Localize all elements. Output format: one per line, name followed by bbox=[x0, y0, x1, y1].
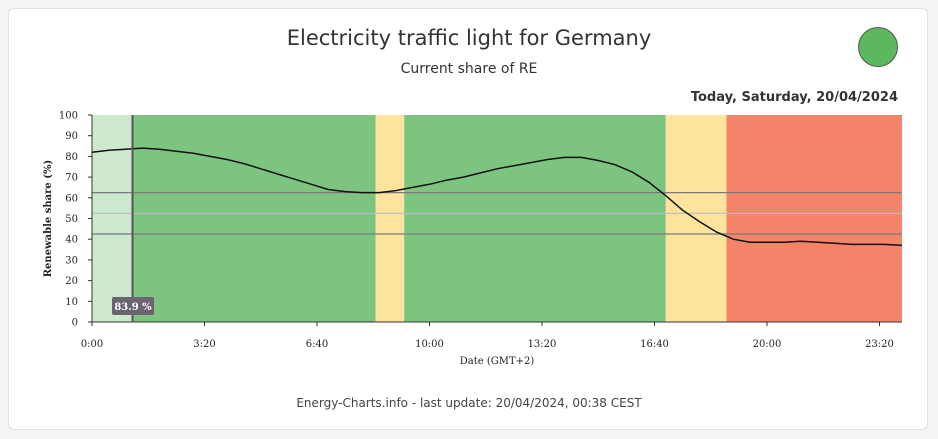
chart-subtitle: Current share of RE bbox=[400, 61, 538, 77]
series-line-0 bbox=[91, 147, 903, 247]
y-tick-label-80: 80 bbox=[65, 152, 78, 163]
y-tick-label-90: 90 bbox=[65, 131, 78, 142]
y-tick-label-10: 10 bbox=[65, 297, 78, 308]
y-tick-label-0: 0 bbox=[72, 318, 78, 329]
x-tick-label-2: 6:40 bbox=[306, 339, 328, 350]
status-band-yellow-2 bbox=[375, 115, 405, 322]
y-tick-label-70: 70 bbox=[65, 173, 78, 184]
status-band-green-0 bbox=[92, 115, 133, 322]
x-tick-label-3: 10:00 bbox=[415, 339, 444, 350]
x-tick-label-5: 16:40 bbox=[640, 339, 669, 350]
chart-title: Electricity traffic light for Germany bbox=[286, 26, 652, 50]
x-tick-label-4: 13:20 bbox=[528, 339, 557, 350]
y-tick-label-40: 40 bbox=[65, 235, 78, 246]
x-tick-label-1: 3:20 bbox=[193, 339, 215, 350]
y-tick-label-30: 30 bbox=[65, 255, 78, 266]
footer-update-text: Energy-Charts.info - last update: 20/04/… bbox=[296, 396, 642, 410]
y-tick-label-100: 100 bbox=[59, 111, 78, 122]
date-label: Today, Saturday, 20/04/2024 bbox=[690, 90, 898, 105]
status-band-green-1 bbox=[132, 115, 376, 322]
status-band-red-5 bbox=[726, 115, 902, 322]
y-tick-label-20: 20 bbox=[65, 276, 78, 287]
y-tick-label-60: 60 bbox=[65, 193, 78, 204]
x-tick-label-0: 0:00 bbox=[81, 339, 103, 350]
status-band-green-3 bbox=[404, 115, 666, 322]
current-value-badge bbox=[112, 297, 154, 315]
x-tick-label-7: 23:20 bbox=[865, 339, 894, 350]
traffic-light-indicator bbox=[858, 27, 898, 67]
y-tick-label-50: 50 bbox=[65, 214, 78, 225]
current-value-label: 83.9 % bbox=[114, 302, 152, 313]
x-axis-title: Date (GMT+2) bbox=[460, 356, 535, 367]
x-tick-label-6: 20:00 bbox=[753, 339, 782, 350]
y-axis-title: Renewable share (%) bbox=[43, 160, 54, 278]
